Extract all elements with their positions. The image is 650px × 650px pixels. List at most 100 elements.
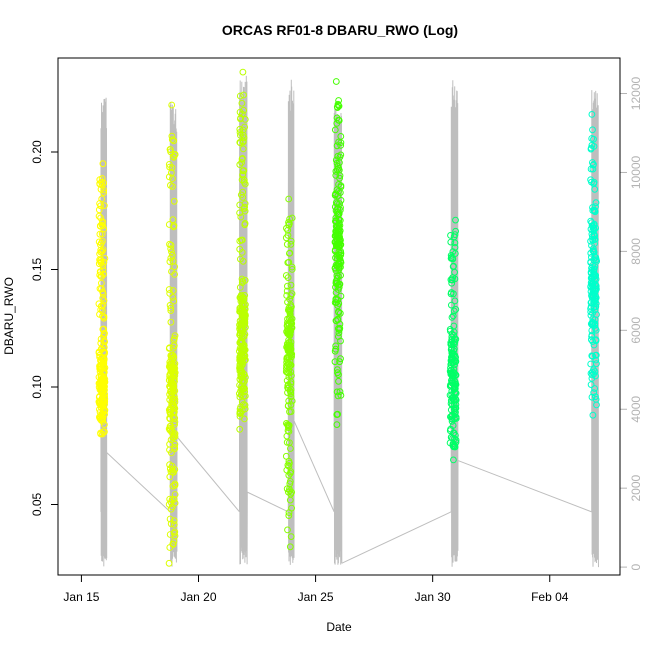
data-point <box>331 358 339 366</box>
data-point <box>447 276 455 284</box>
data-point <box>171 491 179 498</box>
y2-tick-label: 0 <box>629 563 643 570</box>
data-point <box>171 440 179 448</box>
data-point <box>236 92 244 100</box>
data-point <box>236 325 244 333</box>
data-point <box>285 428 293 435</box>
data-point <box>334 296 342 304</box>
data-point <box>99 160 107 168</box>
data-point <box>240 167 248 174</box>
data-point <box>169 183 176 190</box>
data-point <box>241 221 249 229</box>
data-point <box>593 401 600 409</box>
data-point <box>166 360 174 368</box>
data-point <box>336 236 343 243</box>
data-point <box>101 428 108 436</box>
data-point <box>165 173 173 181</box>
data-point <box>240 205 248 212</box>
data-point <box>166 544 174 551</box>
data-point <box>286 306 293 314</box>
data-point <box>169 382 177 390</box>
data-point <box>167 468 175 476</box>
data-point <box>449 248 457 256</box>
data-point <box>166 146 174 153</box>
data-point <box>332 317 340 325</box>
data-point <box>591 385 598 392</box>
data-point <box>241 200 249 208</box>
data-point <box>335 231 343 239</box>
data-point <box>241 405 249 413</box>
data-point <box>588 111 596 118</box>
altitude-trace-flight-7 <box>591 90 599 568</box>
flight-points-4 <box>282 195 296 551</box>
data-point <box>449 255 457 262</box>
data-point <box>285 258 293 266</box>
data-point <box>287 368 295 376</box>
altitude-connector <box>106 452 171 513</box>
data-point <box>589 411 597 419</box>
data-point <box>589 159 596 166</box>
data-point <box>286 478 294 485</box>
data-point <box>236 425 244 433</box>
plot-frame <box>57 57 621 576</box>
data-point <box>452 227 460 235</box>
data-point <box>589 352 597 360</box>
y-tick-label: 0.20 <box>30 140 44 164</box>
y2-tick-label: 12000 <box>629 77 643 111</box>
x-tick-label: Jan 30 <box>415 590 451 604</box>
data-point <box>450 405 458 413</box>
data-point <box>171 387 179 395</box>
data-point <box>169 344 177 352</box>
data-point <box>335 138 343 146</box>
flight-points-5 <box>331 78 345 429</box>
data-point <box>447 341 455 348</box>
data-point <box>236 321 243 329</box>
data-point <box>239 68 247 76</box>
data-point <box>165 221 173 228</box>
data-point <box>452 306 460 313</box>
data-point <box>240 91 248 99</box>
data-point <box>96 363 104 371</box>
data-point <box>96 250 103 258</box>
chart-title: ORCAS RF01-8 DBARU_RWO (Log) <box>222 22 458 38</box>
data-point <box>100 225 108 233</box>
data-point <box>171 332 179 340</box>
data-point <box>241 357 249 364</box>
data-point <box>169 351 177 359</box>
data-point <box>587 370 595 377</box>
data-point <box>284 402 292 410</box>
data-point <box>447 238 455 246</box>
flight-points-1 <box>95 160 109 438</box>
data-point <box>284 461 292 469</box>
data-point <box>240 401 247 408</box>
data-point <box>335 283 343 291</box>
data-point <box>332 190 340 198</box>
data-point <box>236 108 244 116</box>
data-point <box>168 101 176 109</box>
data-point <box>236 237 244 245</box>
data-point <box>237 295 245 303</box>
data-point <box>282 272 290 279</box>
data-point <box>99 301 107 309</box>
data-point <box>337 337 344 345</box>
data-point <box>100 297 108 304</box>
data-point <box>336 326 343 334</box>
data-point <box>588 178 595 186</box>
altitude-connector <box>293 420 335 513</box>
y2-tick-label: 6000 <box>629 317 643 344</box>
data-point <box>284 274 292 282</box>
flight-points-2 <box>165 101 179 567</box>
data-point <box>334 366 341 374</box>
data-point <box>99 266 107 274</box>
data-point <box>165 501 173 508</box>
data-point <box>589 204 596 211</box>
data-point <box>98 175 106 182</box>
flight-points-7 <box>587 111 600 419</box>
data-point <box>283 287 291 295</box>
data-point <box>240 379 247 387</box>
data-point <box>287 292 295 300</box>
data-point <box>166 290 174 297</box>
data-point <box>588 277 596 285</box>
data-point <box>171 480 179 488</box>
data-point <box>169 403 177 411</box>
